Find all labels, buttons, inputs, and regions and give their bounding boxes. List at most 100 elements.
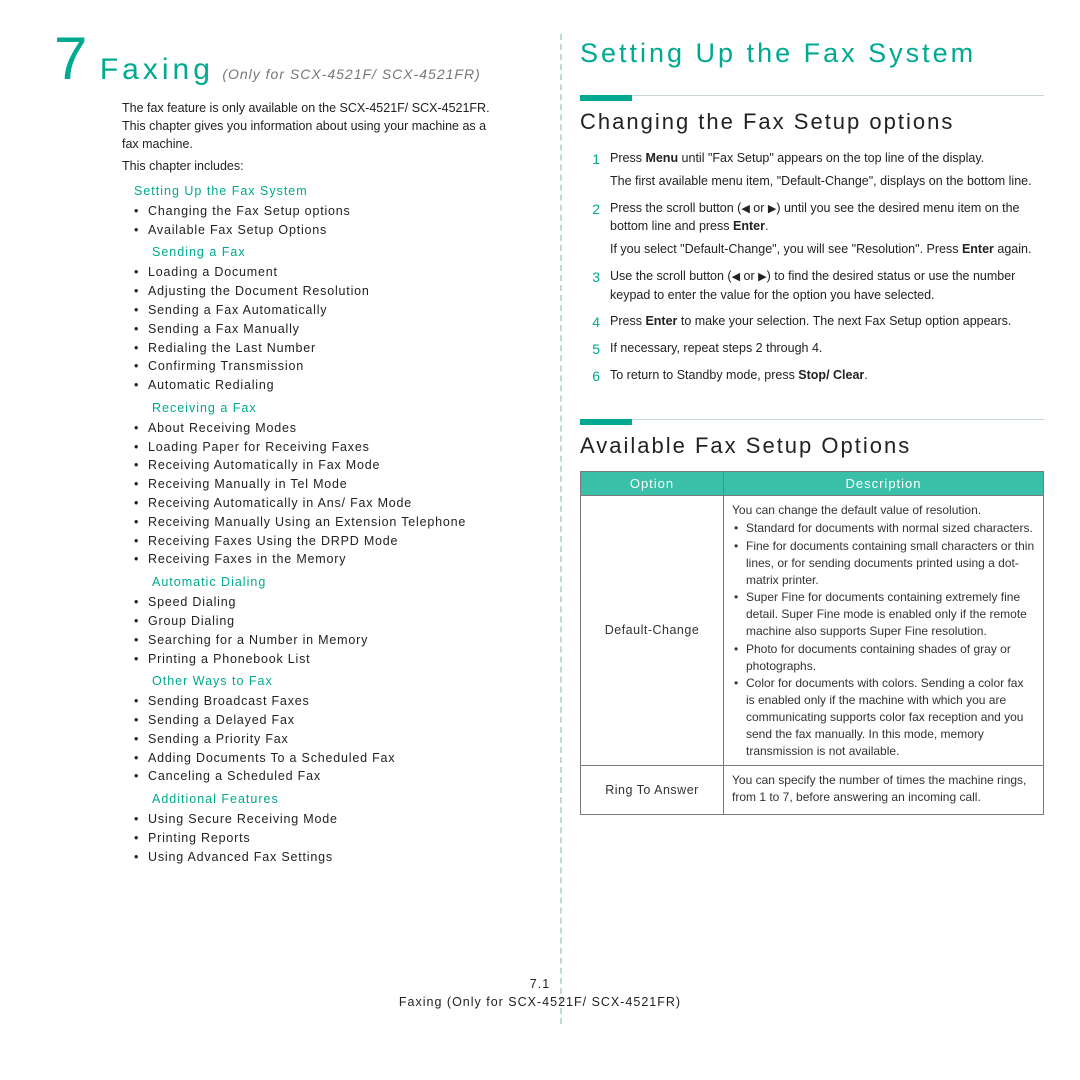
step-body: To return to Standby mode, press Stop/ C… xyxy=(610,366,1044,389)
step: 4 Press Enter to make your selection. The… xyxy=(586,310,1044,337)
step: 2 Press the scroll button (◀ or ▶) until … xyxy=(586,197,1044,265)
page-number: 7.1 xyxy=(0,975,1080,994)
toc-item: Loading a Document xyxy=(134,263,542,282)
intro-para-2: This chapter includes: xyxy=(122,157,502,175)
step-line: The first available menu item, "Default-… xyxy=(610,172,1044,191)
toc-list: About Receiving ModesLoading Paper for R… xyxy=(134,419,542,569)
step-line: Press the scroll button (◀ or ▶) until y… xyxy=(610,199,1044,237)
step-line: If necessary, repeat steps 2 through 4. xyxy=(610,339,1044,358)
step-line: To return to Standby mode, press Stop/ C… xyxy=(610,366,1044,385)
chapter-header: 7 Faxing (Only for SCX-4521F/ SCX-4521FR… xyxy=(54,24,542,93)
step-line: If you select "Default-Change", you will… xyxy=(610,240,1044,259)
step-body: If necessary, repeat steps 2 through 4. xyxy=(610,339,1044,362)
toc-item: Redialing the Last Number xyxy=(134,338,542,357)
rule-accent xyxy=(580,95,632,101)
intro-para-1: The fax feature is only available on the… xyxy=(122,99,502,153)
step-number: 2 xyxy=(586,199,600,263)
th-description: Description xyxy=(724,471,1044,495)
desc-lead: You can change the default value of reso… xyxy=(732,502,1035,519)
step-line: Use the scroll button (◀ or ▶) to find t… xyxy=(610,267,1044,305)
step-number: 6 xyxy=(586,366,600,389)
toc-item: Using Secure Receiving Mode xyxy=(134,810,542,829)
toc-item: About Receiving Modes xyxy=(134,419,542,438)
toc-item: Sending Broadcast Faxes xyxy=(134,692,542,711)
option-name: Ring To Answer xyxy=(581,766,724,815)
options-table: Option Description Default-ChangeYou can… xyxy=(580,471,1044,816)
step: 6 To return to Standby mode, press Stop/ … xyxy=(586,364,1044,391)
toc-group: Setting Up the Fax System xyxy=(134,184,542,198)
rule-line xyxy=(632,419,1044,420)
rule xyxy=(580,95,1044,101)
th-option: Option xyxy=(581,471,724,495)
toc-list: Loading a DocumentAdjusting the Document… xyxy=(134,263,542,394)
toc-list: Using Secure Receiving ModePrinting Repo… xyxy=(134,810,542,866)
toc-item: Printing a Phonebook List xyxy=(134,649,542,668)
toc-group: Sending a Fax xyxy=(152,245,542,259)
rule xyxy=(580,419,1044,425)
chapter-title: Faxing xyxy=(100,53,214,87)
desc-bullet: Color for documents with colors. Sending… xyxy=(732,675,1035,759)
toc-list: Changing the Fax Setup optionsAvailable … xyxy=(134,202,542,240)
toc-item: Sending a Fax Automatically xyxy=(134,301,542,320)
toc-item: Adding Documents To a Scheduled Fax xyxy=(134,748,542,767)
toc-item: Automatic Redialing xyxy=(134,376,542,395)
toc-list: Sending Broadcast FaxesSending a Delayed… xyxy=(134,692,542,786)
table-of-contents: Setting Up the Fax System Changing the Fa… xyxy=(134,184,542,867)
toc-item: Receiving Automatically in Fax Mode xyxy=(134,456,542,475)
desc-bullet: Super Fine for documents containing extr… xyxy=(732,589,1035,639)
desc-lead: You can specify the number of times the … xyxy=(732,772,1035,806)
step: 3 Use the scroll button (◀ or ▶) to find … xyxy=(586,265,1044,311)
subsection-title-2: Available Fax Setup Options xyxy=(580,433,1044,459)
subsection-title-1: Changing the Fax Setup options xyxy=(580,109,1044,135)
toc-item: Speed Dialing xyxy=(134,593,542,612)
option-description: You can specify the number of times the … xyxy=(724,766,1044,815)
step-line: Press Menu until "Fax Setup" appears on … xyxy=(610,149,1044,168)
section-heading: Setting Up the Fax System xyxy=(580,38,1044,69)
toc-item: Changing the Fax Setup options xyxy=(134,202,542,221)
footer-line: Faxing (Only for SCX-4521F/ SCX-4521FR) xyxy=(0,993,1080,1012)
step: 5 If necessary, repeat steps 2 through 4. xyxy=(586,337,1044,364)
toc-item: Receiving Faxes Using the DRPD Mode xyxy=(134,531,542,550)
toc-item: Sending a Priority Fax xyxy=(134,729,542,748)
rule-accent xyxy=(580,419,632,425)
section-changing-options: Changing the Fax Setup options 1 Press Me… xyxy=(580,95,1044,391)
desc-bullet: Standard for documents with normal sized… xyxy=(732,520,1035,537)
page-footer: 7.1 Faxing (Only for SCX-4521F/ SCX-4521… xyxy=(0,975,1080,1013)
toc-item: Confirming Transmission xyxy=(134,357,542,376)
rule-line xyxy=(632,95,1044,96)
step: 1 Press Menu until "Fax Setup" appears on… xyxy=(586,147,1044,197)
step-number: 3 xyxy=(586,267,600,309)
step-number: 1 xyxy=(586,149,600,195)
toc-item: Receiving Manually Using an Extension Te… xyxy=(134,512,542,531)
toc-item: Sending a Delayed Fax xyxy=(134,711,542,730)
step-number: 4 xyxy=(586,312,600,335)
toc-item: Printing Reports xyxy=(134,829,542,848)
section-available-options: Available Fax Setup Options Option Descr… xyxy=(580,419,1044,816)
desc-list: Standard for documents with normal sized… xyxy=(732,520,1035,759)
desc-bullet: Fine for documents containing small char… xyxy=(732,538,1035,588)
option-description: You can change the default value of reso… xyxy=(724,495,1044,766)
step-body: Press Menu until "Fax Setup" appears on … xyxy=(610,149,1044,195)
left-column: 7 Faxing (Only for SCX-4521F/ SCX-4521FR… xyxy=(54,24,542,1024)
toc-group: Additional Features xyxy=(152,792,542,806)
toc-item: Receiving Automatically in Ans/ Fax Mode xyxy=(134,494,542,513)
step-body: Press the scroll button (◀ or ▶) until y… xyxy=(610,199,1044,263)
toc-item: Using Advanced Fax Settings xyxy=(134,847,542,866)
toc-item: Receiving Faxes in the Memory xyxy=(134,550,542,569)
step-body: Press Enter to make your selection. The … xyxy=(610,312,1044,335)
toc-item: Searching for a Number in Memory xyxy=(134,630,542,649)
chapter-subtitle: (Only for SCX-4521F/ SCX-4521FR) xyxy=(222,66,480,82)
right-column: Setting Up the Fax System Changing the F… xyxy=(580,24,1044,1024)
step-number: 5 xyxy=(586,339,600,362)
toc-item: Canceling a Scheduled Fax xyxy=(134,767,542,786)
options-tbody: Default-ChangeYou can change the default… xyxy=(581,495,1044,815)
step-line: Press Enter to make your selection. The … xyxy=(610,312,1044,331)
toc-group: Receiving a Fax xyxy=(152,401,542,415)
toc-item: Receiving Manually in Tel Mode xyxy=(134,475,542,494)
table-row: Default-ChangeYou can change the default… xyxy=(581,495,1044,766)
toc-item: Group Dialing xyxy=(134,612,542,631)
toc-group: Other Ways to Fax xyxy=(152,674,542,688)
page: 7 Faxing (Only for SCX-4521F/ SCX-4521FR… xyxy=(0,0,1080,1024)
chapter-number: 7 xyxy=(54,24,89,93)
toc-item: Adjusting the Document Resolution xyxy=(134,282,542,301)
